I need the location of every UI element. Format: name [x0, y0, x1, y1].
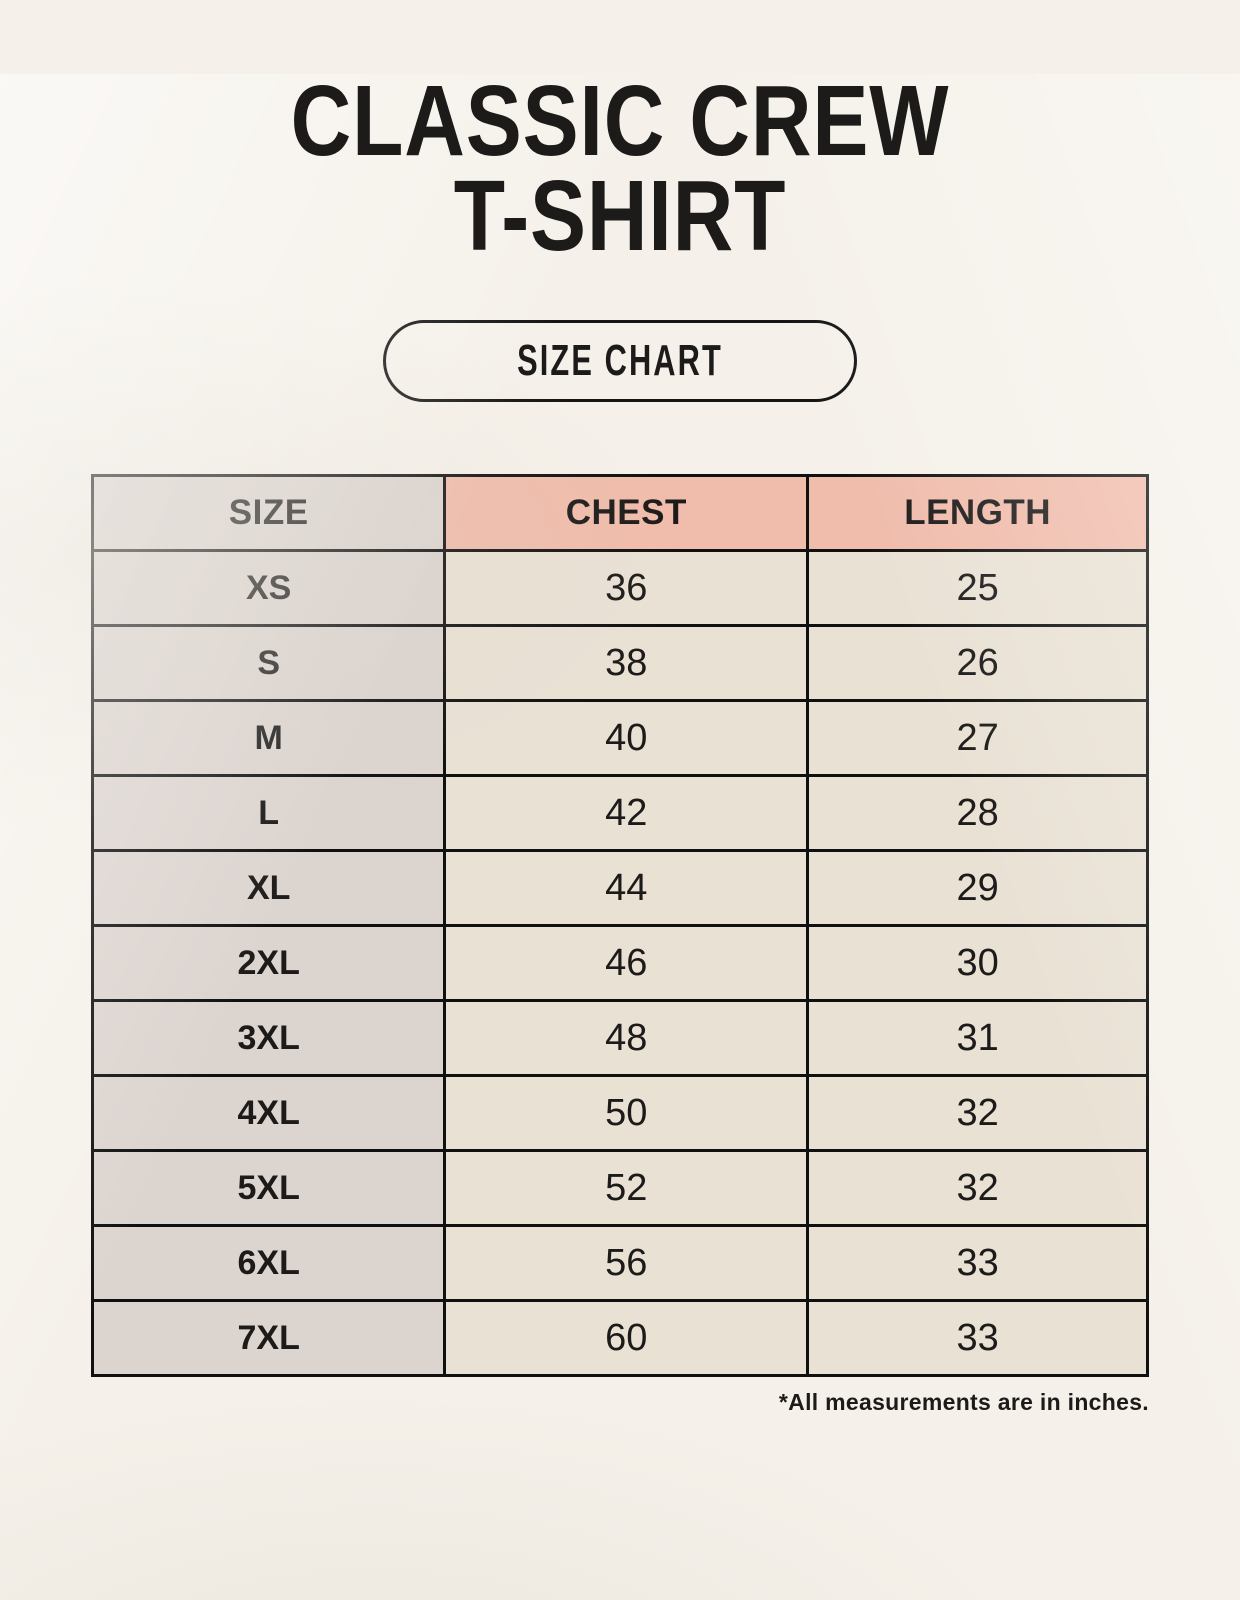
table-row: XL 44 29 — [90, 849, 1149, 927]
table-row: L 42 28 — [90, 774, 1149, 852]
column-header-length: LENGTH — [806, 474, 1149, 552]
chest-value: 42 — [443, 774, 810, 852]
length-value: 32 — [806, 1074, 1149, 1152]
size-chart-page: CLASSIC CREW T-SHIRT SIZE CHART SIZE CHE… — [0, 65, 1240, 1600]
length-value: 33 — [806, 1299, 1149, 1377]
length-value: 30 — [806, 924, 1149, 1002]
column-header-chest: CHEST — [443, 474, 810, 552]
measurements-note: *All measurements are in inches. — [778, 1389, 1149, 1415]
length-value: 27 — [806, 699, 1149, 777]
chest-value: 48 — [443, 999, 810, 1077]
length-value: 28 — [806, 774, 1149, 852]
size-label: 4XL — [90, 1074, 447, 1152]
table-row: 7XL 60 33 — [90, 1299, 1149, 1377]
size-label: 5XL — [90, 1149, 447, 1227]
size-label: XS — [90, 549, 447, 627]
table-row: XS 36 25 — [90, 549, 1149, 627]
size-label: 7XL — [90, 1299, 447, 1377]
table-row: M 40 27 — [90, 699, 1149, 777]
size-chart-badge-label: SIZE CHART — [517, 336, 723, 385]
size-chart-table: SIZE CHEST LENGTH XS 36 25 S 38 26 M 40 … — [90, 474, 1149, 1377]
chest-value: 60 — [443, 1299, 810, 1377]
chest-value: 36 — [443, 549, 810, 627]
chest-value: 46 — [443, 924, 810, 1002]
size-label: 2XL — [90, 924, 447, 1002]
length-value: 29 — [806, 849, 1149, 927]
chest-value: 44 — [443, 849, 810, 927]
size-label: 6XL — [90, 1224, 447, 1302]
length-value: 31 — [806, 999, 1149, 1077]
chest-value: 38 — [443, 624, 810, 702]
column-header-size: SIZE — [90, 474, 447, 552]
size-label: XL — [90, 849, 447, 927]
size-label: 3XL — [90, 999, 447, 1077]
chest-value: 56 — [443, 1224, 810, 1302]
table-row: S 38 26 — [90, 624, 1149, 702]
size-label: M — [90, 699, 447, 777]
length-value: 25 — [806, 549, 1149, 627]
page-title: CLASSIC CREW T-SHIRT — [0, 65, 1240, 272]
table-row: 2XL 46 30 — [90, 924, 1149, 1002]
size-label: S — [90, 624, 447, 702]
page-title-line-2: T-SHIRT — [453, 160, 787, 272]
table-row: 3XL 48 31 — [90, 999, 1149, 1077]
page-title-line-1: CLASSIC CREW — [290, 65, 950, 177]
length-value: 26 — [806, 624, 1149, 702]
length-value: 32 — [806, 1149, 1149, 1227]
table-row: 5XL 52 32 — [90, 1149, 1149, 1227]
table-row: 6XL 56 33 — [90, 1224, 1149, 1302]
chest-value: 40 — [443, 699, 810, 777]
length-value: 33 — [806, 1224, 1149, 1302]
table-row: 4XL 50 32 — [90, 1074, 1149, 1152]
size-chart-badge[interactable]: SIZE CHART — [383, 320, 857, 402]
chest-value: 50 — [443, 1074, 810, 1152]
table-header-row: SIZE CHEST LENGTH — [90, 474, 1149, 552]
chest-value: 52 — [443, 1149, 810, 1227]
size-label: L — [90, 774, 447, 852]
